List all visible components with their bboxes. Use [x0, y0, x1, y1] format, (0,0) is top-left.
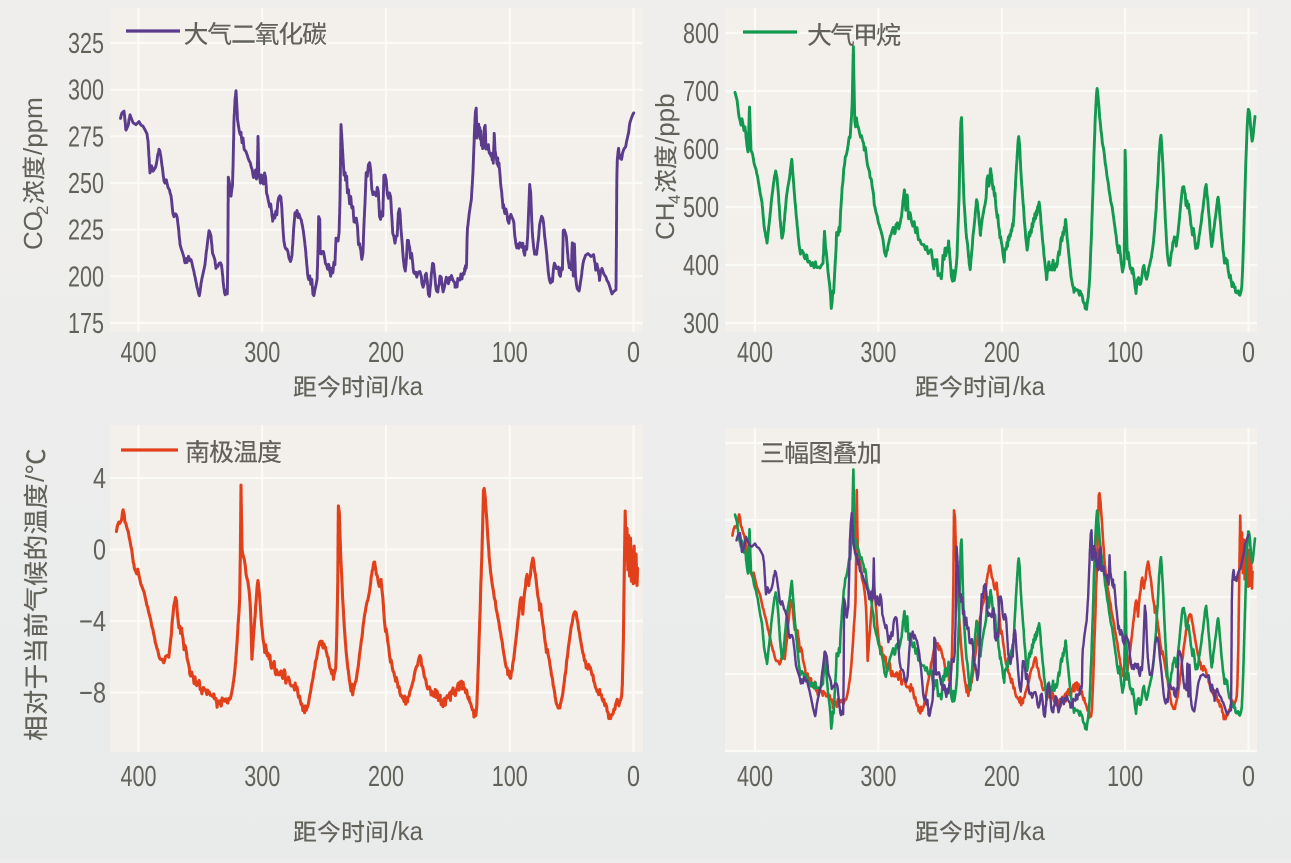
svg-text:/ka: /ka — [1013, 371, 1045, 401]
svg-text:700: 700 — [683, 76, 719, 108]
svg-text:250: 250 — [68, 168, 104, 200]
svg-text:300: 300 — [860, 761, 896, 793]
svg-text:200: 200 — [984, 337, 1020, 369]
svg-text:0: 0 — [627, 337, 640, 369]
svg-text:400: 400 — [737, 337, 773, 369]
svg-text:100: 100 — [492, 337, 528, 369]
svg-text:200: 200 — [984, 761, 1020, 793]
svg-text:300: 300 — [68, 75, 104, 107]
svg-text:2: 2 — [33, 206, 52, 215]
svg-text:4: 4 — [665, 195, 684, 204]
svg-text:275: 275 — [68, 121, 104, 153]
svg-text:400: 400 — [737, 761, 773, 793]
svg-text:100: 100 — [1107, 761, 1143, 793]
svg-text:/ka: /ka — [1013, 816, 1045, 846]
svg-text:−4: −4 — [79, 606, 106, 638]
svg-text:300: 300 — [244, 761, 280, 793]
svg-text:/ka: /ka — [391, 816, 423, 846]
svg-text:/ka: /ka — [391, 371, 423, 401]
svg-text:0: 0 — [93, 535, 106, 567]
svg-text:300: 300 — [860, 337, 896, 369]
svg-text:225: 225 — [68, 215, 104, 247]
svg-text:/: / — [20, 474, 50, 482]
svg-text:200: 200 — [368, 761, 404, 793]
svg-text:175: 175 — [68, 308, 104, 340]
svg-text:600: 600 — [683, 134, 719, 166]
svg-text:400: 400 — [121, 337, 157, 369]
svg-text:/ppm: /ppm — [18, 97, 48, 155]
svg-text:400: 400 — [683, 250, 719, 282]
svg-text:200: 200 — [368, 337, 404, 369]
svg-text:0: 0 — [627, 761, 640, 793]
svg-text:325: 325 — [68, 28, 104, 60]
svg-text:300: 300 — [244, 337, 280, 369]
svg-text:800: 800 — [683, 18, 719, 50]
svg-text:0: 0 — [1242, 761, 1255, 793]
svg-text:100: 100 — [1107, 337, 1143, 369]
svg-text:−8: −8 — [79, 678, 106, 710]
svg-text:100: 100 — [492, 761, 528, 793]
svg-text:CH: CH — [650, 202, 680, 240]
svg-text:400: 400 — [121, 761, 157, 793]
svg-text:4: 4 — [93, 463, 106, 495]
svg-text:500: 500 — [683, 192, 719, 224]
svg-text:/ppb: /ppb — [650, 93, 680, 144]
svg-text:300: 300 — [683, 308, 719, 340]
svg-text:CO: CO — [18, 211, 48, 250]
svg-text:200: 200 — [68, 261, 104, 293]
svg-text:0: 0 — [1242, 337, 1255, 369]
